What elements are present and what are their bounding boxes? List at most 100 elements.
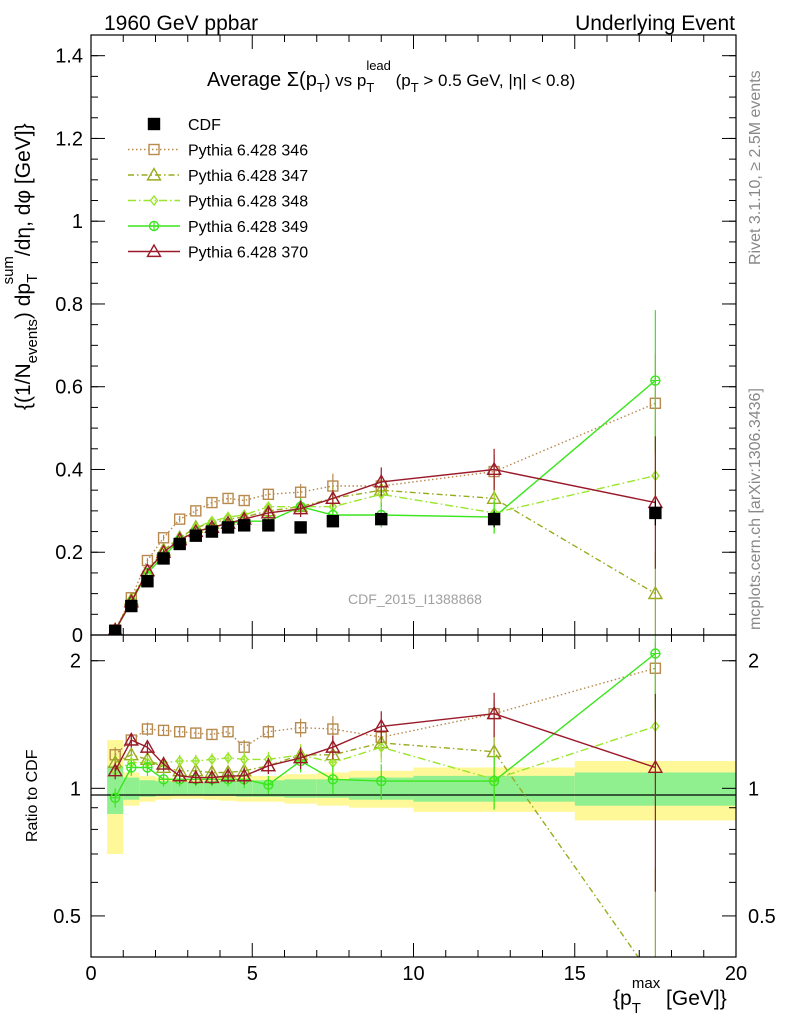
ratio-pythia-6-428-348-point xyxy=(175,755,185,767)
main-cdf-point xyxy=(262,519,275,532)
legend-label: Pythia 6.428 347 xyxy=(188,168,308,185)
main-pythia-6-428-346-point xyxy=(222,492,234,505)
main-pythia-6-428-346-point xyxy=(206,496,218,509)
legend-label: Pythia 6.428 370 xyxy=(188,245,308,262)
ratio-pythia-6-428-370-point xyxy=(188,769,204,784)
rivet-label: Rivet 3.1.10, ≥ 2.5M events xyxy=(747,70,764,265)
legend-label: Pythia 6.428 348 xyxy=(188,194,308,211)
ratio-pythia-6-428-346-point xyxy=(190,727,202,739)
ratio-y-tick-label-right: 2 xyxy=(748,651,759,673)
ratio-band-inner xyxy=(284,779,317,798)
ratio-pythia-6-428-370-point xyxy=(171,767,188,782)
main-cdf-point xyxy=(141,575,154,588)
ratio-pythia-6-428-349-point xyxy=(327,774,339,785)
main-cdf-point xyxy=(205,525,219,538)
ratio-pythia-6-428-346-point xyxy=(173,726,186,738)
legend-item-cdf: CDF xyxy=(147,117,221,134)
ratio-pythia-6-428-370-point xyxy=(107,762,123,777)
ratio-pythia-6-428-346-point xyxy=(222,726,234,738)
main-pythia-6-428-348-point xyxy=(376,488,386,500)
ratio-pythia-6-428-349-point xyxy=(263,779,274,790)
legend-marker xyxy=(149,194,159,207)
ratio-pythia-6-428-370-point xyxy=(139,739,156,753)
ratio-pythia-6-428-346-point xyxy=(294,722,307,734)
main-cdf-point xyxy=(173,537,186,551)
main-cdf-point xyxy=(237,519,251,532)
main-cdf-point xyxy=(157,552,170,565)
ratio-pythia-6-428-348-point xyxy=(207,753,217,766)
ratio-y-axis-label: Ratio to CDF xyxy=(24,749,41,842)
ratio-pythia-6-428-370-point xyxy=(260,757,277,772)
main-pythia-6-428-346-point xyxy=(190,505,202,517)
ratio-y-tick-label-right: 1 xyxy=(748,778,759,800)
ratio-band-inner xyxy=(203,781,220,796)
legend-item-pythia-6-428-347: Pythia 6.428 347 xyxy=(128,167,308,185)
legend-item-pythia-6-428-346: Pythia 6.428 346 xyxy=(128,143,308,160)
main-pythia-6-428-370-point xyxy=(325,490,341,505)
ratio-pythia-6-428-348-point xyxy=(223,752,233,764)
ratio-band-inner xyxy=(123,777,140,800)
ratio-pythia-6-428-370-point xyxy=(325,739,341,753)
legend-marker xyxy=(147,117,161,131)
main-cdf-point xyxy=(294,521,307,534)
main-y-tick-label: 0.8 xyxy=(55,294,83,316)
ratio-pythia-6-428-346-point xyxy=(206,728,218,741)
ratio-pythia-6-428-370-point xyxy=(123,732,140,746)
legend-item-pythia-6-428-370: Pythia 6.428 370 xyxy=(128,243,308,262)
ratio-pythia-6-428-346-point xyxy=(327,723,339,735)
ratio-pythia-6-428-370-point xyxy=(204,769,220,784)
x-tick-label: 15 xyxy=(564,963,586,985)
legend-marker xyxy=(148,143,160,156)
analysis-watermark: CDF_2015_I1388868 xyxy=(348,591,482,607)
ratio-band-inner xyxy=(187,781,204,795)
ratio-pythia-6-428-348-point xyxy=(239,753,249,766)
main-pythia-6-428-346-point xyxy=(173,513,186,525)
ratio-band-inner xyxy=(220,781,237,796)
ratio-pythia-6-428-349-point xyxy=(109,792,121,803)
legend-label: Pythia 6.428 349 xyxy=(188,219,308,236)
main-pythia-6-428-349-point xyxy=(650,375,661,386)
ratio-pythia-6-428-349-point xyxy=(488,775,500,787)
main-plot-area xyxy=(107,310,664,635)
ratio-pythia-6-428-349-point xyxy=(126,762,137,773)
main-pythia-6-428-346-point xyxy=(262,488,275,501)
legend-marker xyxy=(148,220,160,232)
header-left: 1960 GeV ppbar xyxy=(104,12,258,35)
legend-marker xyxy=(146,167,162,181)
x-tick-label: 20 xyxy=(725,963,747,985)
x-tick-label: 10 xyxy=(402,963,424,985)
main-pythia-6-428-370-point xyxy=(373,473,389,488)
legend-item-pythia-6-428-349: Pythia 6.428 349 xyxy=(128,219,308,236)
main-y-tick-label: 0.4 xyxy=(55,459,83,481)
main-y-tick-label: 1.4 xyxy=(55,46,83,68)
main-pythia-6-428-346-point xyxy=(238,494,250,507)
main-pythia-6-428-346-line xyxy=(114,402,656,631)
ratio-y-tick-label: 0.5 xyxy=(53,906,81,928)
ratio-pythia-6-428-348-point xyxy=(376,741,386,753)
main-y-tick-label: 1 xyxy=(72,211,83,233)
x-axis-label: {pTmax [GeV]} xyxy=(613,975,727,1017)
legend-label: CDF xyxy=(188,117,221,134)
ratio-pythia-6-428-346-point xyxy=(141,723,154,735)
ratio-pythia-6-428-348-point xyxy=(191,755,201,767)
ratio-panel: 0.5 0.51 12 20 5 10 15 20 Ratio to CDF {pTmax [… xyxy=(24,634,776,1017)
ratio-y-tick-label: 2 xyxy=(70,651,81,673)
x-tick-label: 0 xyxy=(85,963,96,985)
x-tick-label: 5 xyxy=(247,963,258,985)
ratio-pythia-6-428-370-point xyxy=(647,759,664,774)
ratio-pythia-6-428-370-point xyxy=(220,767,236,782)
ratio-pythia-6-428-370-point xyxy=(486,705,502,720)
main-cdf-point xyxy=(487,512,501,526)
main-cdf-point xyxy=(125,599,138,613)
ratio-plot-area xyxy=(107,635,664,957)
main-title: Average Σ(pT) vs pTlead (pT > 0.5 GeV, |… xyxy=(207,58,575,95)
ratio-y-tick-label: 1 xyxy=(70,778,81,800)
ratio-pythia-6-428-346-point xyxy=(157,724,170,737)
legend-item-pythia-6-428-348: Pythia 6.428 348 xyxy=(128,194,308,211)
mcplots-label: mcplots.cern.ch [arXiv:1306.3436] xyxy=(747,388,764,630)
ratio-pythia-6-428-349-point xyxy=(158,774,169,785)
ratio-pythia-6-428-349-point xyxy=(142,762,153,773)
ratio-pythia-6-428-370-point xyxy=(292,749,309,764)
header-right: Underlying Event xyxy=(575,12,735,35)
